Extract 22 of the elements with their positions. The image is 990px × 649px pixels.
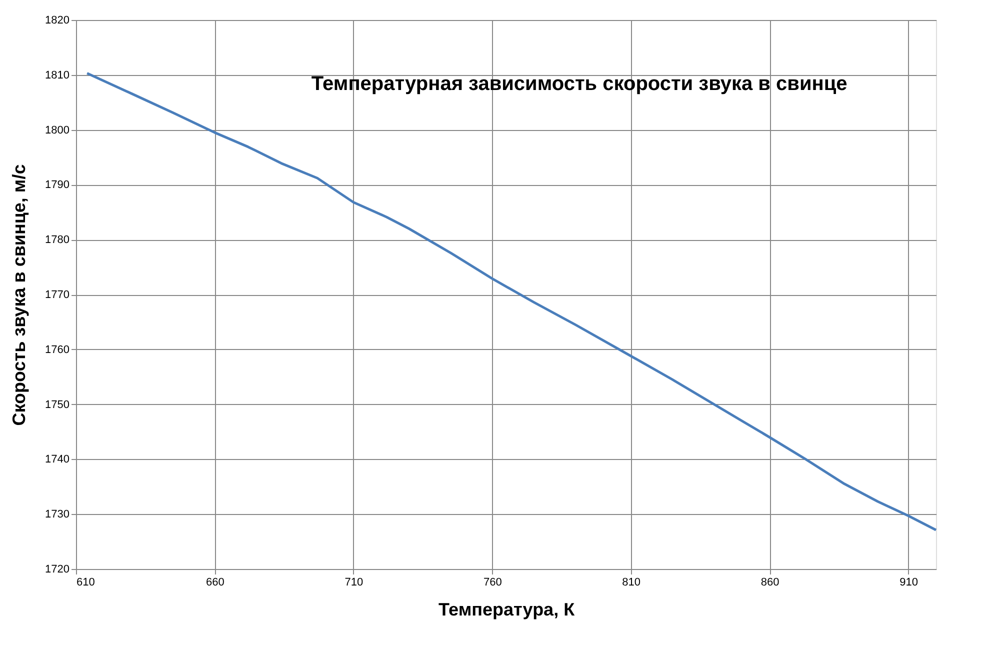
y-tick-label: 1780 [45, 234, 70, 246]
y-axis-title: Скорость звука в свинце, м/с [9, 164, 30, 426]
x-tick-label: 860 [760, 576, 780, 588]
y-tick-label: 1720 [45, 564, 70, 576]
x-tick-label: 710 [344, 576, 364, 588]
x-tick-label: 660 [206, 576, 224, 588]
text: Температурная зависимость скорости звука в свинце [311, 73, 848, 95]
x-tick-label: 810 [622, 576, 641, 588]
x-tick-label: 610 [76, 576, 95, 588]
y-tick-label: 1800 [45, 124, 70, 136]
y-tick-label: 1760 [45, 344, 70, 356]
y-tick-label: 1740 [45, 454, 70, 466]
y-tick-label: 1730 [45, 508, 70, 521]
y-tick-label: 1820 [45, 14, 70, 26]
line-series [86, 72, 938, 532]
y-tick-label: 1770 [45, 289, 70, 301]
y-tick-label: 1790 [45, 179, 70, 192]
y-tick-label: 1810 [45, 69, 70, 82]
y-tick-label: 1750 [45, 398, 70, 411]
x-axis-title: Температура, К [438, 600, 576, 620]
x-tick-label: 760 [483, 576, 502, 588]
x-tick-label: 910 [900, 576, 918, 588]
